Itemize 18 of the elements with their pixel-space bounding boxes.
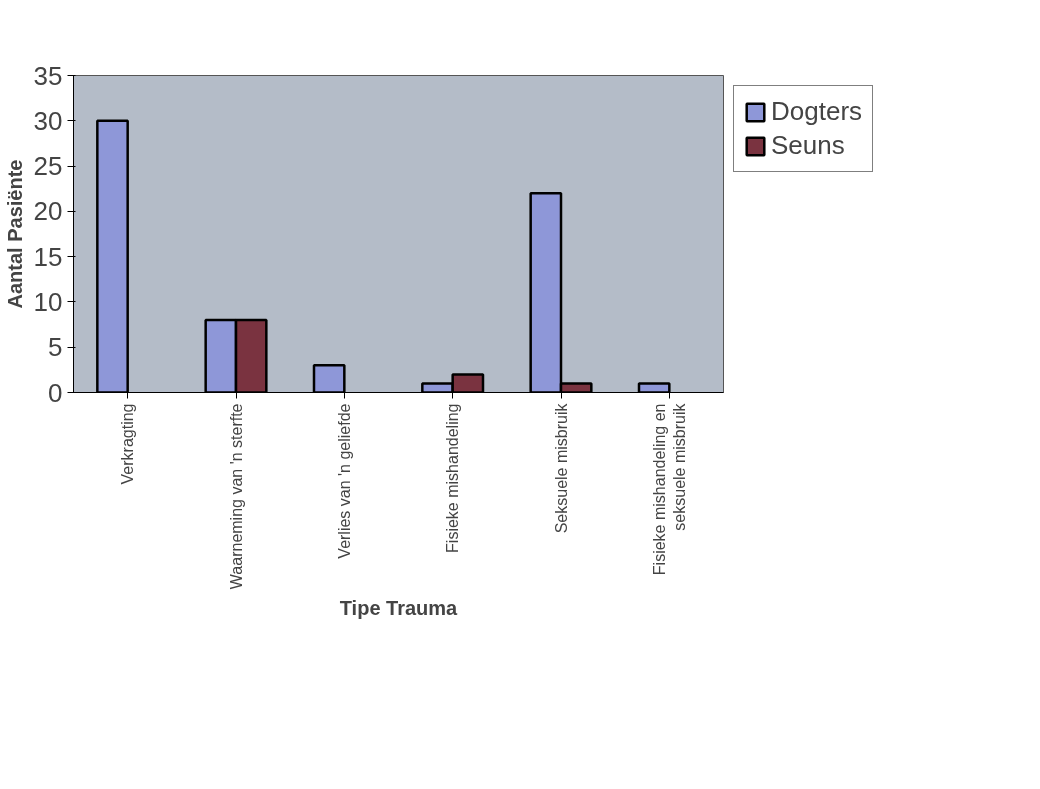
y-tick-label: 10 — [33, 286, 63, 317]
y-tick-label: 35 — [33, 60, 63, 91]
x-tick-label: Verkragting — [119, 403, 137, 485]
x-tick-label: Fisieke mishandeling — [444, 403, 462, 553]
x-tick-label: Fisieke mishandeling en seksuele misbruik — [650, 402, 689, 576]
legend-label: Seuns — [771, 130, 845, 161]
x-tick-label: Seksuele misbruik — [552, 402, 570, 534]
y-tick-label: 15 — [33, 241, 63, 272]
y-tick-label: 0 — [48, 377, 63, 408]
y-tick-label: 25 — [33, 151, 63, 182]
y-axis-title: Aantal Pasiënte — [3, 159, 26, 309]
y-tick-label: 5 — [48, 332, 63, 363]
x-tick-label: Verlies van 'n geliefde — [335, 403, 353, 559]
y-tick-label: 20 — [33, 196, 63, 227]
x-axis-title: Tipe Trauma — [339, 597, 459, 620]
y-tick-label: 30 — [33, 105, 63, 136]
x-tick-label: Waarneming van 'n sterfte — [227, 403, 245, 590]
legend-label: Dogters — [771, 96, 863, 127]
